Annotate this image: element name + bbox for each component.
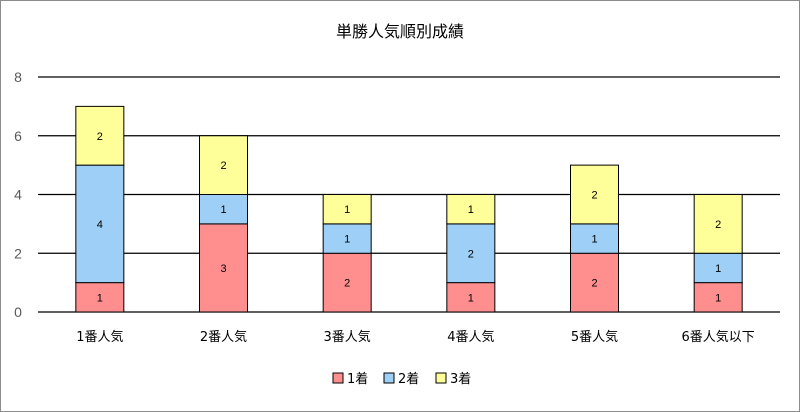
bar-segment xyxy=(693,282,743,313)
bar-segment xyxy=(570,223,619,254)
bar-segment xyxy=(199,135,248,195)
data-label: 1 xyxy=(715,263,721,275)
data-label: 1 xyxy=(97,292,103,304)
y-tick-label: 2 xyxy=(14,245,22,261)
data-label: 3 xyxy=(220,263,226,275)
legend-swatch xyxy=(383,372,395,384)
data-label: 2 xyxy=(344,278,350,290)
data-label: 4 xyxy=(97,219,103,231)
x-axis-labels: 1番人気 2番人気 3番人気 4番人気 5番人気 6番人気以下 xyxy=(76,329,755,345)
data-label: 2 xyxy=(220,160,226,172)
data-label: 2 xyxy=(97,131,103,143)
legend-swatch xyxy=(435,372,447,384)
bar-segment xyxy=(322,194,372,225)
data-label: 1 xyxy=(344,204,350,216)
legend: 1着 2着 3着 xyxy=(332,371,471,387)
data-label: 1 xyxy=(220,204,226,216)
bar-segment xyxy=(75,282,125,313)
data-label: 1 xyxy=(468,204,474,216)
legend-label: 2着 xyxy=(398,371,419,387)
legend-label: 1着 xyxy=(347,371,368,387)
y-tick-label: 0 xyxy=(14,304,22,320)
bars: 1 4 2 3 1 2 2 1 1 1 2 1 2 1 2 1 1 2 xyxy=(75,105,743,313)
bar-segment xyxy=(570,252,619,313)
bar-segment xyxy=(693,252,743,284)
data-label: 2 xyxy=(591,278,597,290)
bar-segment xyxy=(75,105,125,166)
bar-segment xyxy=(446,194,496,225)
data-label: 2 xyxy=(468,248,474,260)
data-label: 2 xyxy=(715,219,721,231)
data-label: 1 xyxy=(591,234,597,246)
x-tick-label: 1番人気 xyxy=(76,329,123,345)
bar-segment xyxy=(322,252,372,313)
data-label: 1 xyxy=(344,234,350,246)
data-label: 1 xyxy=(715,292,721,304)
x-tick-label: 2番人気 xyxy=(200,329,247,345)
bar-segment xyxy=(570,164,619,225)
data-label: 1 xyxy=(468,292,474,304)
x-tick-label: 6番人気以下 xyxy=(682,329,755,345)
x-tick-label: 4番人気 xyxy=(447,329,494,345)
bar-segment xyxy=(322,223,372,254)
y-axis-ticks: 0 2 4 6 8 xyxy=(14,69,22,320)
chart-title: 単勝人気順別成績 xyxy=(336,22,464,41)
gridlines xyxy=(38,76,780,313)
y-tick-label: 8 xyxy=(14,69,22,85)
y-tick-label: 6 xyxy=(14,128,22,144)
legend-label: 3着 xyxy=(450,371,471,387)
bar-segment xyxy=(446,223,496,284)
x-tick-label: 3番人気 xyxy=(324,329,371,345)
x-tick-label: 5番人気 xyxy=(571,329,618,345)
y-tick-label: 4 xyxy=(14,187,22,203)
bar-segment xyxy=(693,194,743,254)
legend-swatch xyxy=(332,372,344,384)
data-label: 2 xyxy=(591,190,597,202)
